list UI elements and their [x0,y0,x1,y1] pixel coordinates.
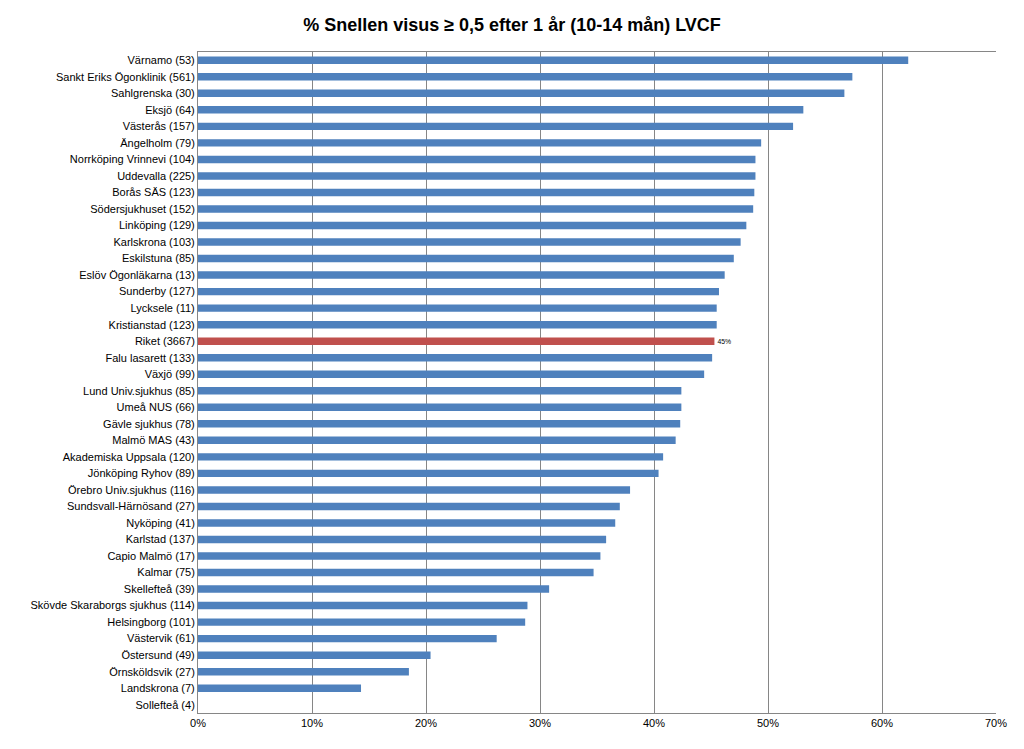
svg-text:Skellefteå (39): Skellefteå (39) [124,583,195,595]
svg-text:Landskrona (7): Landskrona (7) [121,682,195,694]
svg-text:Karlskrona (103): Karlskrona (103) [113,236,194,248]
svg-text:Eskilstuna (85): Eskilstuna (85) [122,252,195,264]
svg-text:45%: 45% [717,338,731,345]
svg-text:Lycksele (11): Lycksele (11) [131,302,195,314]
svg-text:Östersund (49): Östersund (49) [121,649,194,661]
svg-text:Uddevalla (225): Uddevalla (225) [117,170,195,182]
svg-text:50%: 50% [757,717,779,729]
svg-text:Västervik (61): Västervik (61) [127,632,195,644]
svg-text:60%: 60% [871,717,893,729]
svg-text:Gävle sjukhus (78): Gävle sjukhus (78) [103,418,195,430]
svg-text:Sahlgrenska (30): Sahlgrenska (30) [111,87,195,99]
svg-text:Sundsvall-Härnösand (27): Sundsvall-Härnösand (27) [67,500,195,512]
svg-text:Eslöv Ögonläkarna (13): Eslöv Ögonläkarna (13) [79,269,195,281]
svg-text:Kristianstad (123): Kristianstad (123) [109,319,195,331]
svg-text:Ängelholm (79): Ängelholm (79) [120,137,195,149]
svg-text:Borås SÄS (123): Borås SÄS (123) [112,186,195,198]
svg-text:Värnamo (53): Värnamo (53) [128,54,195,66]
svg-text:0%: 0% [190,717,206,729]
svg-text:Riket (3667): Riket (3667) [135,335,195,347]
svg-text:Skövde Skaraborgs sjukhus (114: Skövde Skaraborgs sjukhus (114) [31,599,195,611]
svg-text:Växjö (99): Växjö (99) [145,368,195,380]
svg-text:Örebro Univ.sjukhus (116): Örebro Univ.sjukhus (116) [68,484,195,496]
svg-text:Norrköping Vrinnevi (104): Norrköping Vrinnevi (104) [70,153,195,165]
svg-text:Nyköping (41): Nyköping (41) [126,517,194,529]
svg-text:Sollefteå (4): Sollefteå (4) [135,699,194,711]
svg-text:% Snellen visus ≥ 0,5 efter 1: % Snellen visus ≥ 0,5 efter 1 år (10-14 … [303,15,721,35]
svg-text:Örnsköldsvik (27): Örnsköldsvik (27) [109,666,195,678]
svg-text:30%: 30% [529,717,551,729]
svg-text:Karlstad (137): Karlstad (137) [126,533,195,545]
svg-text:Sunderby (127): Sunderby (127) [119,285,195,297]
svg-text:Jönköping Ryhov (89): Jönköping Ryhov (89) [88,467,195,479]
svg-text:Malmö MAS (43): Malmö MAS (43) [112,434,195,446]
svg-text:40%: 40% [643,717,665,729]
svg-text:Södersjukhuset (152): Södersjukhuset (152) [90,203,195,215]
svg-text:Falu lasarett (133): Falu lasarett (133) [106,352,195,364]
svg-text:Kalmar (75): Kalmar (75) [137,566,194,578]
svg-text:20%: 20% [415,717,437,729]
svg-text:Eksjö (64): Eksjö (64) [145,104,195,116]
svg-text:Umeå NUS (66): Umeå NUS (66) [117,401,195,413]
svg-text:70%: 70% [985,717,1007,729]
svg-text:Helsingborg (101): Helsingborg (101) [107,616,194,628]
svg-text:Capio Malmö (17): Capio Malmö (17) [107,550,194,562]
svg-text:10%: 10% [301,717,323,729]
svg-text:Akademiska Uppsala (120): Akademiska Uppsala (120) [63,451,195,463]
svg-text:Lund Univ.sjukhus (85): Lund Univ.sjukhus (85) [83,385,195,397]
svg-text:Linköping (129): Linköping (129) [119,219,195,231]
svg-text:Sankt Eriks Ögonklinik (561): Sankt Eriks Ögonklinik (561) [56,71,195,83]
svg-text:Västerås (157): Västerås (157) [123,120,195,132]
